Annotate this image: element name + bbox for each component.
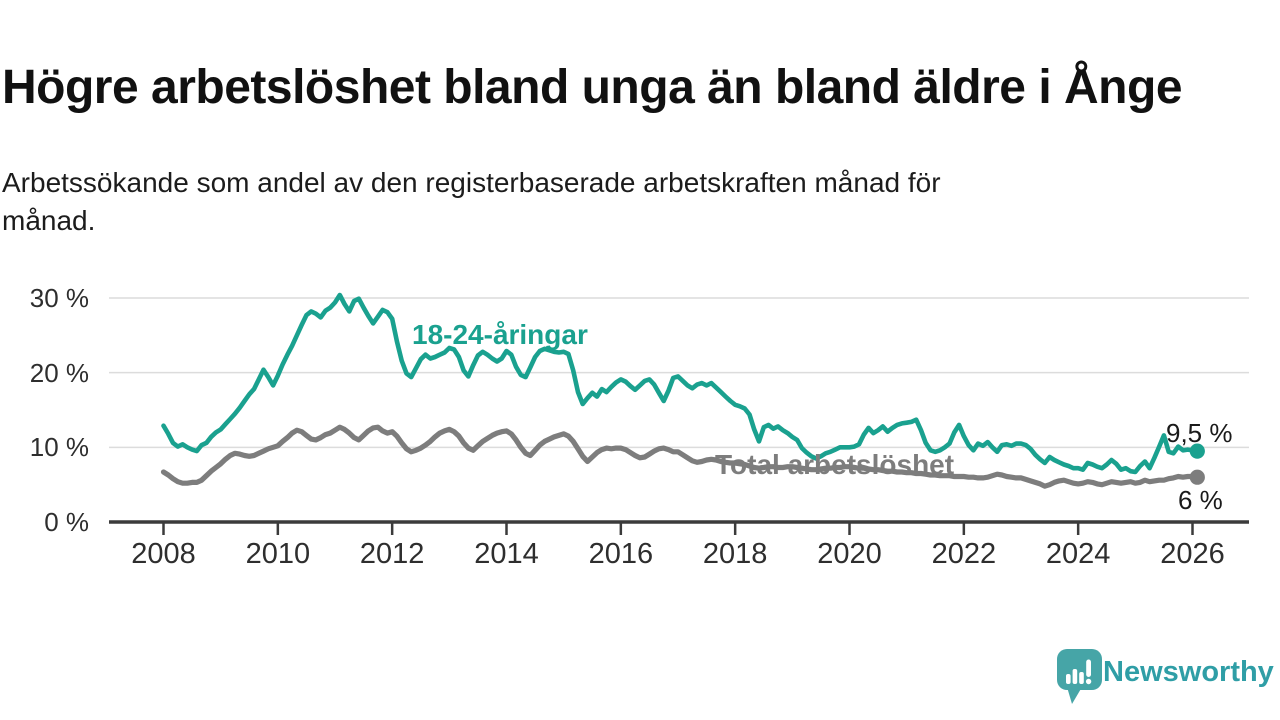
x-tick-label-2012: 2012 — [359, 538, 425, 570]
series-end-dot-total — [1189, 469, 1205, 485]
x-tick-label-2018: 2018 — [702, 538, 768, 570]
end-value-label-young: 9,5 % — [1166, 418, 1233, 448]
y-tick-label-20: 20 % — [29, 357, 89, 388]
newsworthy-icon — [1057, 649, 1102, 704]
y-tick-label-30: 30 % — [29, 282, 89, 313]
x-tick-label-2008: 2008 — [131, 538, 196, 570]
y-tick-label-0: 0 % — [44, 507, 89, 537]
x-tick-label-2016: 2016 — [588, 538, 654, 570]
series-label-total: Total arbetslöshet — [715, 449, 955, 480]
end-value-label-total: 6 % — [1178, 485, 1223, 515]
series-line-young — [161, 292, 1200, 475]
series-end-dot-young — [1189, 443, 1205, 459]
x-tick-label-2014: 2014 — [474, 538, 539, 570]
x-tick-label-2024: 2024 — [1045, 538, 1111, 570]
x-tick-label-2010: 2010 — [245, 538, 311, 570]
series-label-young: 18-24-åringar — [412, 319, 588, 350]
newsworthy-wordmark: Newsworthy — [1103, 656, 1274, 688]
x-tick-label-2026: 2026 — [1160, 538, 1225, 570]
x-tick-label-2020: 2020 — [817, 538, 882, 570]
chart-title: Högre arbetslöshet bland unga än bland ä… — [2, 61, 1183, 115]
x-tick-label-2022: 2022 — [931, 538, 997, 570]
series-line-total — [160, 424, 1200, 489]
newsworthy-logo[interactable]: Newsworthy — [1056, 648, 1276, 708]
y-tick-label-10: 10 % — [29, 432, 89, 463]
chart-subtitle: Arbetssökande som andel av den registerb… — [2, 167, 941, 236]
